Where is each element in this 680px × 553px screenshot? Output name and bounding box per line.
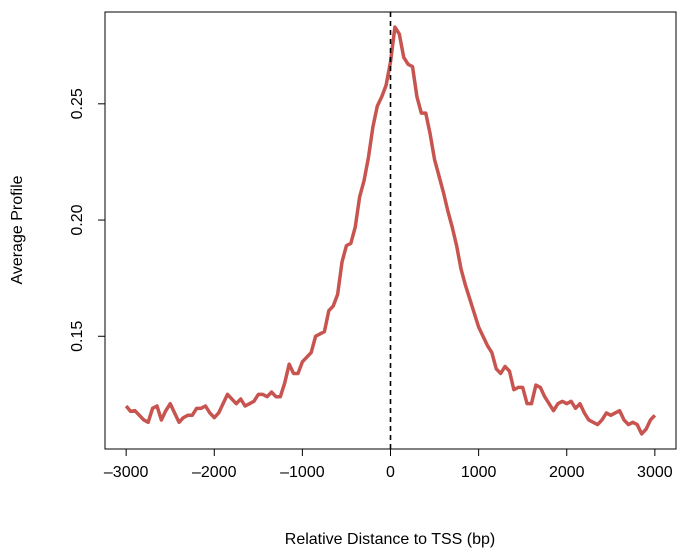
y-tick-label: 0.15 xyxy=(69,321,86,352)
x-tick-label: –1000 xyxy=(280,464,325,481)
y-tick-label: 0.20 xyxy=(69,204,86,235)
x-tick-label: –2000 xyxy=(192,464,237,481)
x-tick-label: 0 xyxy=(386,464,395,481)
x-tick-label: 2000 xyxy=(549,464,585,481)
y-tick-label: 0.25 xyxy=(69,88,86,119)
y-axis-label: Average Profile xyxy=(9,175,26,284)
x-tick-label: 1000 xyxy=(461,464,497,481)
x-tick-label: 3000 xyxy=(637,464,673,481)
x-tick-label: –3000 xyxy=(104,464,149,481)
x-axis-label: Relative Distance to TSS (bp) xyxy=(285,531,495,548)
